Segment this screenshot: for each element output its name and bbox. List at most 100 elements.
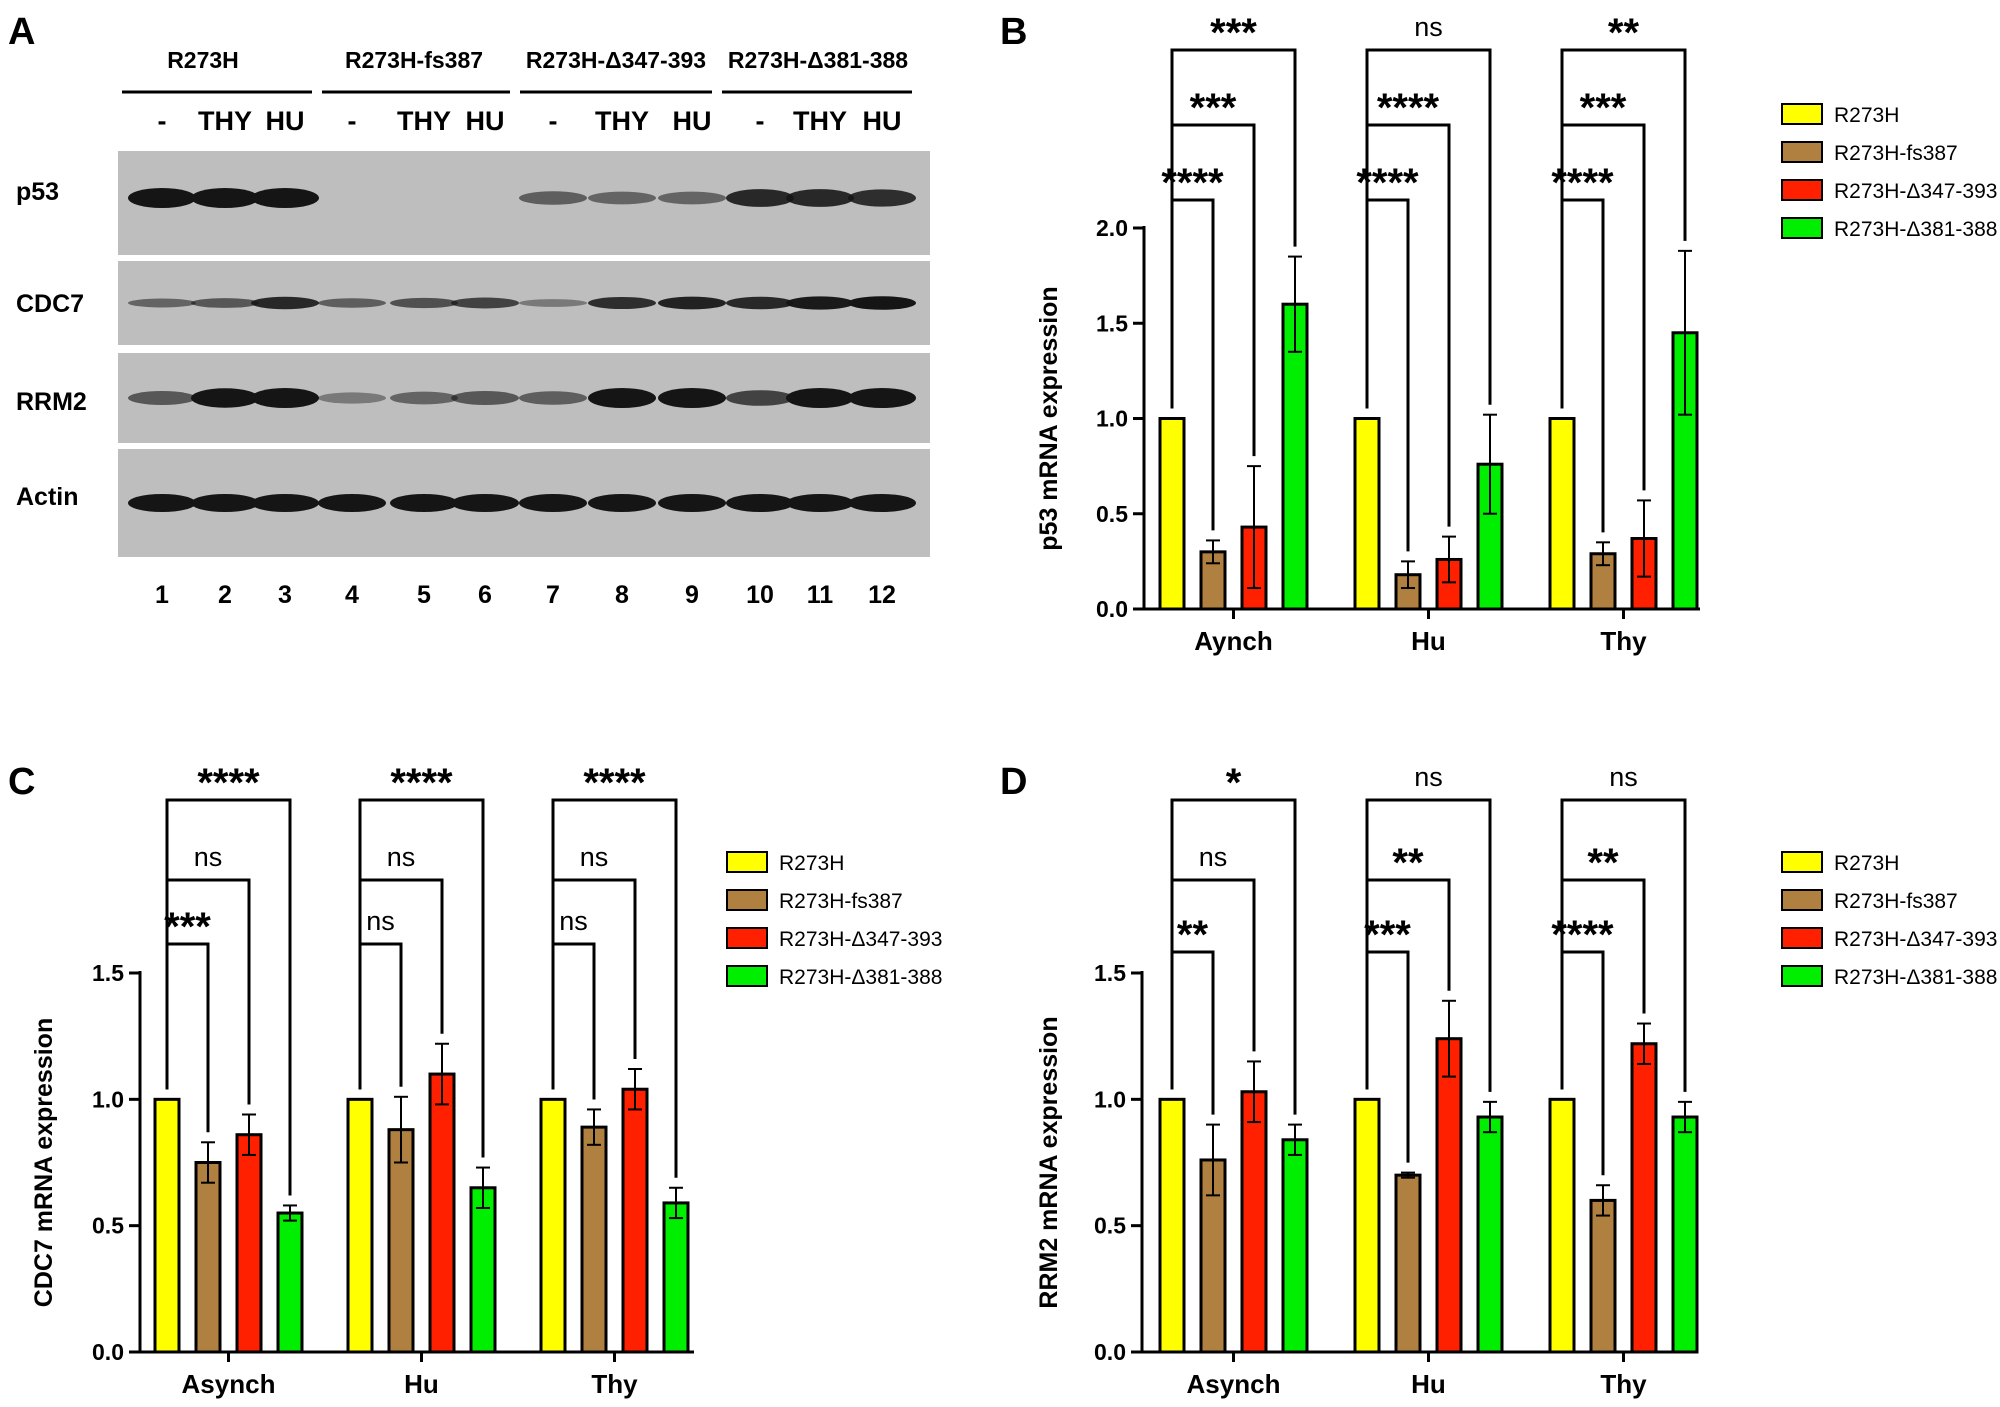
legend-label: R273H-Δ381-388	[779, 966, 942, 989]
blot-band	[128, 391, 196, 405]
legend-swatch	[726, 965, 768, 987]
significance-bracket	[358, 798, 485, 1158]
significance-label: **	[1392, 841, 1424, 885]
blot-band	[726, 296, 794, 310]
legend-label: R273H	[779, 852, 844, 875]
blot-lane-number: 10	[746, 581, 774, 609]
blot-band	[251, 494, 319, 512]
legend-swatch	[1781, 103, 1823, 125]
blot-band	[128, 494, 196, 512]
x-tick-label: Hu	[1411, 626, 1446, 656]
legend-label: R273H-Δ381-388	[1834, 218, 1997, 241]
bar	[539, 1097, 567, 1354]
legend-label: R273H	[1834, 104, 1899, 127]
blot-lane-number: 3	[278, 581, 292, 609]
x-tick-label: Asynch	[182, 1369, 276, 1399]
significance-label: ns	[1609, 762, 1638, 792]
blot-band	[588, 388, 656, 408]
significance-label: ****	[583, 761, 646, 805]
y-tick-label: 1.5	[1096, 310, 1128, 336]
significance-label: ****	[1377, 86, 1440, 130]
panel-letter-c: C	[8, 761, 35, 803]
bar	[1476, 462, 1504, 611]
x-tick-label: Hu	[404, 1369, 439, 1399]
blot-lane-number: 11	[807, 581, 834, 609]
legend-label: R273H-Δ381-388	[1834, 966, 1997, 989]
blot-band	[390, 297, 458, 309]
blot-band	[451, 494, 519, 512]
chart-p53-mrna: 0.0 0.5 1.0 1.5 2.0 p53 mRNA expression Aynch *…	[1035, 11, 1997, 656]
x-tick-label: Thy	[1600, 1369, 1647, 1399]
blot-band	[318, 392, 386, 404]
bar	[1158, 417, 1186, 611]
blot-band	[191, 298, 259, 308]
legend-swatch	[1781, 217, 1823, 239]
blot-band	[191, 188, 259, 208]
legend-label: R273H-Δ347-393	[1834, 928, 1997, 951]
significance-bracket	[551, 798, 678, 1178]
bar	[1589, 1198, 1617, 1354]
blot-band	[251, 296, 319, 310]
blot-band	[451, 391, 519, 405]
bar	[580, 1125, 608, 1354]
blot-band	[519, 191, 587, 205]
bar	[1281, 1138, 1309, 1354]
bar	[662, 1201, 690, 1354]
panel-letter-d: D	[1000, 761, 1027, 803]
legend-label: R273H-Δ347-393	[1834, 180, 1997, 203]
significance-bracket	[165, 798, 292, 1196]
bar	[1435, 557, 1463, 611]
significance-label: *	[1226, 761, 1242, 805]
bar	[1548, 417, 1576, 611]
blot-treatment-label: HU	[466, 106, 505, 136]
bar	[235, 1133, 263, 1354]
blot-treatment-label: -	[348, 106, 357, 136]
bar	[1671, 1115, 1699, 1354]
legend-label: R273H-Δ347-393	[779, 928, 942, 951]
blot-treatment-label: THY	[397, 106, 451, 136]
blot-treatment-label: THY	[198, 106, 252, 136]
blot-band	[318, 298, 386, 308]
blot-treatment-label: -	[549, 106, 558, 136]
significance-label: ***	[1210, 11, 1257, 55]
y-tick-label: 1.5	[92, 960, 124, 986]
bar	[276, 1211, 304, 1354]
bar	[387, 1128, 415, 1354]
y-tick-label: 0.0	[1094, 1339, 1126, 1365]
blot-band	[390, 391, 458, 405]
blot-band	[251, 388, 319, 408]
y-tick-label: 2.0	[1096, 215, 1128, 241]
legend-swatch	[1781, 179, 1823, 201]
blot-band	[786, 189, 854, 207]
blot-row-label: RRM2	[16, 388, 87, 416]
blot-band	[451, 297, 519, 309]
significance-label: ***	[1190, 86, 1237, 130]
significance-label: ns	[194, 842, 223, 872]
significance-bracket	[1365, 798, 1492, 1092]
significance-label: **	[1608, 11, 1640, 55]
y-tick-label: 0.0	[1096, 596, 1128, 622]
blot-treatment-label: HU	[266, 106, 305, 136]
blot-treatment-label: -	[756, 106, 765, 136]
significance-label: ns	[387, 842, 416, 872]
blot-band	[128, 298, 196, 308]
blot-lane-number: 1	[155, 581, 169, 609]
bar	[1548, 1097, 1576, 1354]
bar	[1435, 1037, 1463, 1354]
blot-band	[848, 296, 916, 310]
x-tick-label: Aynch	[1194, 626, 1273, 656]
blot-band	[726, 494, 794, 512]
blot-band	[191, 494, 259, 512]
legend-label: R273H-fs387	[1834, 890, 1958, 913]
legend-swatch	[1781, 965, 1823, 987]
significance-label: ns	[1414, 12, 1443, 42]
legend-swatch	[726, 889, 768, 911]
significance-label: ns	[580, 842, 609, 872]
y-tick-label: 0.5	[1096, 501, 1128, 527]
significance-label: ns	[1414, 762, 1443, 792]
blot-band	[848, 388, 916, 408]
blot-treatment-label: HU	[863, 106, 902, 136]
significance-label: ***	[164, 905, 211, 949]
